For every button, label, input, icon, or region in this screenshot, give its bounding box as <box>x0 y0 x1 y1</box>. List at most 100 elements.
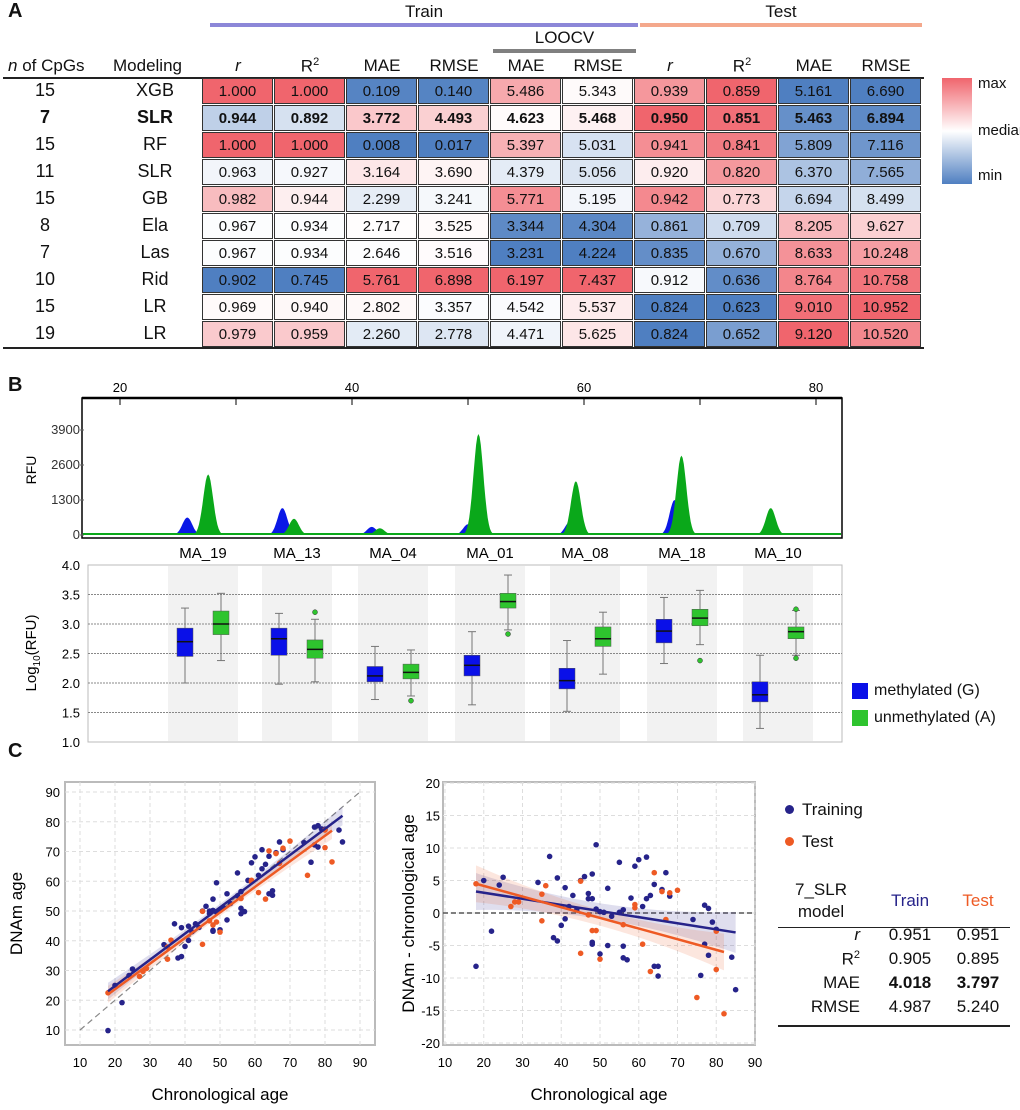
table-cell: 0.841 <box>706 132 777 158</box>
training-point <box>315 822 321 829</box>
table-cell: 0.934 <box>274 240 345 266</box>
training-point <box>496 882 503 888</box>
row-n-cpgs: 15 <box>34 296 56 316</box>
x-tick-label: 20 <box>477 1055 491 1070</box>
y-tick-label: 3.5 <box>62 588 80 603</box>
table-cell: 4.542 <box>490 294 561 320</box>
y-tick-label: 20 <box>426 776 440 791</box>
header-n-cpgs: n of CpGs <box>8 56 85 76</box>
x-tick-label: 60 <box>248 1055 262 1070</box>
test-point <box>273 850 279 857</box>
table-cell: 0.944 <box>202 105 273 131</box>
training-point <box>562 884 568 891</box>
table-cell: 0.963 <box>202 159 273 185</box>
test-point <box>304 872 311 879</box>
color-scale-min: min <box>978 167 1003 184</box>
column-header: R2 <box>706 56 778 77</box>
y-tick-label: 3.0 <box>62 617 80 632</box>
test-point <box>287 838 293 844</box>
table-cell: 0.017 <box>418 132 489 158</box>
table-cell: 1.000 <box>274 132 345 158</box>
unmethylated-peak <box>552 481 598 535</box>
table-cell: 0.950 <box>634 105 705 131</box>
unmethylated-peak <box>747 508 793 535</box>
test-point <box>511 899 518 905</box>
test-point <box>164 956 171 962</box>
training-point <box>238 905 244 912</box>
column-header-label: R <box>300 56 314 76</box>
training-point <box>262 861 269 868</box>
table-cell: 0.902 <box>202 267 273 293</box>
header-n-rest: of CpGs <box>17 56 85 75</box>
boxplot-chart: MA_19 MA_13 MA_04 MA_01 MA_08 MA_18 MA_10 1.0 1.… <box>23 545 843 748</box>
summary-metric-sup: 2 <box>853 949 860 961</box>
table-cell: 0.944 <box>274 186 345 212</box>
x-tick-label: 30 <box>515 1055 529 1070</box>
column-header-label: MAE <box>507 56 545 75</box>
panel-label-a: A <box>8 0 23 22</box>
column-header: MAE <box>490 56 562 76</box>
summary-rule-top <box>778 927 1010 928</box>
summary-test-value: 3.797 <box>956 973 1000 992</box>
y-tick-label: 30 <box>46 964 60 979</box>
training-point <box>535 879 541 886</box>
train-group-bar <box>210 23 638 27</box>
legend-dot-training <box>785 805 794 814</box>
table-cell: 6.197 <box>490 267 561 293</box>
legend-dot-test <box>785 837 794 846</box>
legend-swatch-methylated <box>852 683 868 699</box>
y-tick-label: 2.5 <box>62 647 80 662</box>
methylated-box <box>558 668 576 690</box>
training-point <box>252 854 258 860</box>
table-cell: 1.000 <box>202 78 273 104</box>
summary-metric-label: MAE <box>823 973 860 992</box>
y-tick-label: 3900 <box>51 422 80 437</box>
y-tick-label: 2600 <box>51 457 80 472</box>
training-point <box>203 903 209 910</box>
table-bottom-rule <box>3 347 924 349</box>
x-tick-label: 80 <box>809 380 823 395</box>
training-point <box>597 951 603 957</box>
column-header-label: RMSE <box>573 56 623 75</box>
test-point <box>721 1010 727 1017</box>
training-point <box>119 999 125 1006</box>
table-cell: 0.927 <box>274 159 345 185</box>
training-point <box>604 942 611 949</box>
summary-test-header: Test <box>962 891 994 910</box>
table-cell: 7.565 <box>850 159 921 185</box>
x-tick-label: 50 <box>213 1055 227 1070</box>
test-point <box>639 941 646 947</box>
methylated-box <box>751 681 769 703</box>
x-tick-label: 20 <box>108 1055 122 1070</box>
summary-test-value: 5.240 <box>956 997 1000 1016</box>
category-label: MA_04 <box>369 545 417 562</box>
table-cell: 5.056 <box>562 159 633 185</box>
x-tick-label: 60 <box>632 1055 646 1070</box>
training-point <box>589 941 596 947</box>
panel-label-b: B <box>8 374 23 396</box>
table-cell: 1.000 <box>202 132 273 158</box>
summary-train-value: 4.018 <box>888 973 932 992</box>
training-point <box>276 839 283 845</box>
loocv-header: LOOCV <box>534 28 595 47</box>
test-point <box>515 899 522 905</box>
methylated-box <box>366 666 384 683</box>
training-point <box>589 871 596 877</box>
column-header-sup: 2 <box>745 56 752 68</box>
table-cell: 6.370 <box>778 159 849 185</box>
row-model: GB <box>141 188 168 208</box>
table-cell: 5.343 <box>562 78 633 104</box>
training-point <box>620 906 627 913</box>
y-tick-label: -10 <box>421 971 440 986</box>
row-n-cpgs: 7 <box>39 107 50 127</box>
test-point <box>136 973 143 980</box>
table-cell: 0.820 <box>706 159 777 185</box>
table-cell: 3.516 <box>418 240 489 266</box>
unmethylated-box <box>787 626 805 639</box>
table-cell: 0.967 <box>202 240 273 266</box>
loocv-bar <box>493 49 636 53</box>
summary-train-header: Train <box>890 891 930 910</box>
training-point <box>570 892 576 899</box>
unmethylated-peak <box>658 455 704 535</box>
table-cell: 0.652 <box>706 321 777 347</box>
